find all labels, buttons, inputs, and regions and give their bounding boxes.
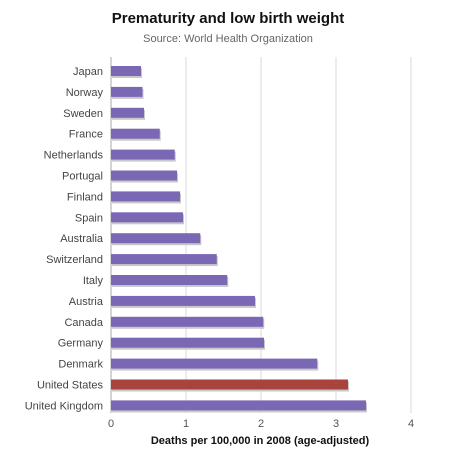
category-label: Canada (64, 317, 103, 329)
bar-portugal (111, 170, 177, 181)
category-label: United Kingdom (25, 400, 103, 412)
bar-denmark (111, 358, 318, 369)
bar-canada (111, 316, 264, 327)
bar-sweden (111, 107, 144, 118)
bar-norway (111, 86, 143, 97)
x-tick-label: 2 (258, 418, 264, 430)
category-label: Netherlands (44, 150, 104, 162)
category-label: Switzerland (46, 254, 103, 266)
category-label: Portugal (62, 171, 103, 183)
bar-australia (111, 233, 201, 244)
chart-title: Prematurity and low birth weight (111, 10, 345, 27)
x-tick-label: 0 (108, 418, 114, 430)
bar-finland (111, 191, 180, 202)
bar-switzerland (111, 254, 217, 265)
category-label: Spain (75, 212, 103, 224)
category-label: Japan (73, 66, 103, 78)
x-tick-label: 4 (408, 418, 414, 430)
bar-france (111, 128, 160, 139)
bar-germany (111, 337, 264, 348)
category-label: Austria (69, 296, 104, 308)
category-label: Norway (66, 87, 104, 99)
category-label: Denmark (58, 359, 103, 371)
category-label: Finland (67, 191, 103, 203)
x-tick-label: 1 (183, 418, 189, 430)
bar-japan (111, 66, 141, 76)
bar-italy (111, 275, 228, 285)
chart-subtitle: Source: World Health Organization (143, 33, 313, 45)
bar-austria (111, 295, 255, 306)
bar-united-kingdom (111, 400, 366, 411)
bar-netherlands (111, 149, 175, 160)
category-label: Italy (83, 275, 104, 287)
category-label: Australia (60, 233, 104, 245)
category-label: Sweden (63, 108, 103, 120)
x-tick-label: 3 (333, 418, 339, 430)
x-axis-label: Deaths per 100,000 in 2008 (age-adjusted… (151, 435, 370, 447)
bar-united-states (111, 379, 348, 390)
category-label: France (69, 129, 103, 141)
category-label: United States (37, 380, 104, 392)
category-label: Germany (58, 338, 104, 350)
bar-spain (111, 212, 183, 223)
